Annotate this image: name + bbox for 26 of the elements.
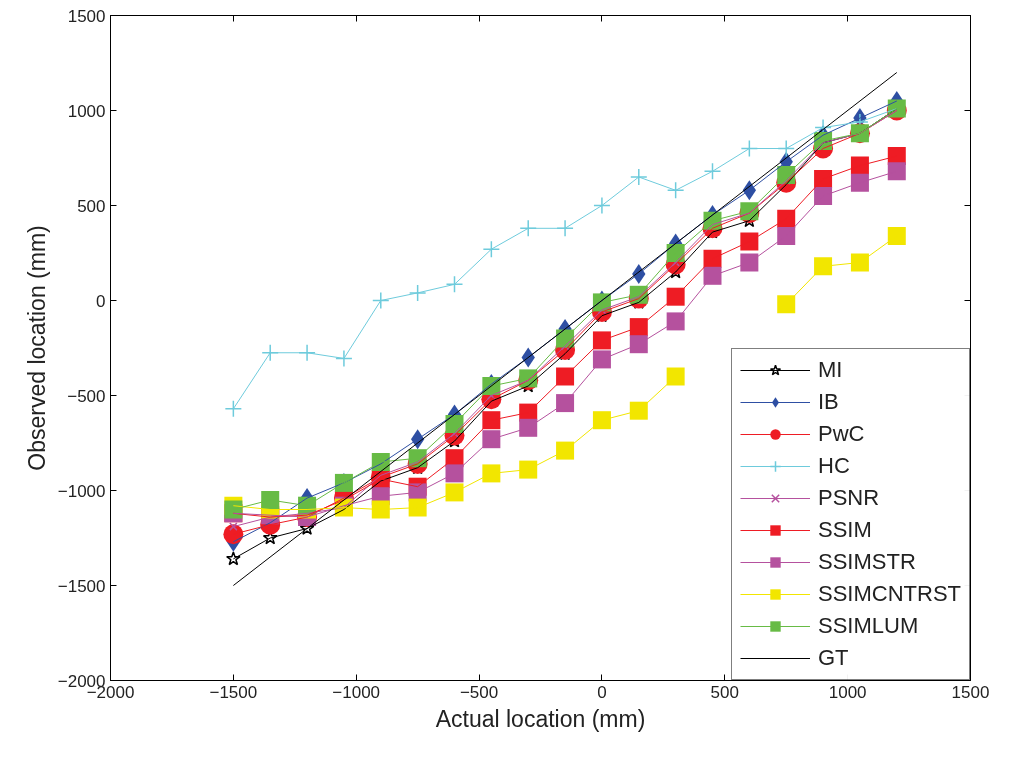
y-tick-label: −1000	[57, 481, 106, 501]
legend-label: MI	[818, 357, 843, 383]
x-tick-label: 1500	[951, 682, 990, 702]
legend-label: SSIM	[818, 517, 872, 543]
legend-label: SSIMSTR	[818, 549, 916, 575]
y-tick-label: 1500	[67, 6, 106, 26]
legend-label: PSNR	[818, 485, 880, 511]
x-tick-label: −500	[459, 682, 499, 702]
legend-label: HC	[818, 453, 850, 479]
legend-label: PwC	[818, 421, 865, 447]
x-tick-label: 500	[710, 682, 739, 702]
x-axis-title: Actual location (mm)	[435, 705, 646, 732]
y-tick-label: 0	[96, 291, 106, 311]
y-tick-label: 500	[77, 196, 106, 216]
y-tick-label: 1000	[67, 101, 106, 121]
y-tick-label: −500	[67, 386, 106, 406]
legend-label: SSIMLUM	[818, 613, 919, 639]
x-tick-label: 0	[597, 682, 607, 702]
legend-label: GT	[818, 645, 849, 671]
legend-label: IB	[818, 389, 839, 415]
legend-label: SSIMCNTRST	[818, 581, 961, 607]
x-tick-label: −1500	[209, 682, 258, 702]
x-tick-label: −1000	[332, 682, 381, 702]
y-tick-label: −1500	[57, 576, 106, 596]
x-tick-label: 1000	[828, 682, 867, 702]
y-axis-title: Observed location (mm)	[23, 225, 50, 471]
